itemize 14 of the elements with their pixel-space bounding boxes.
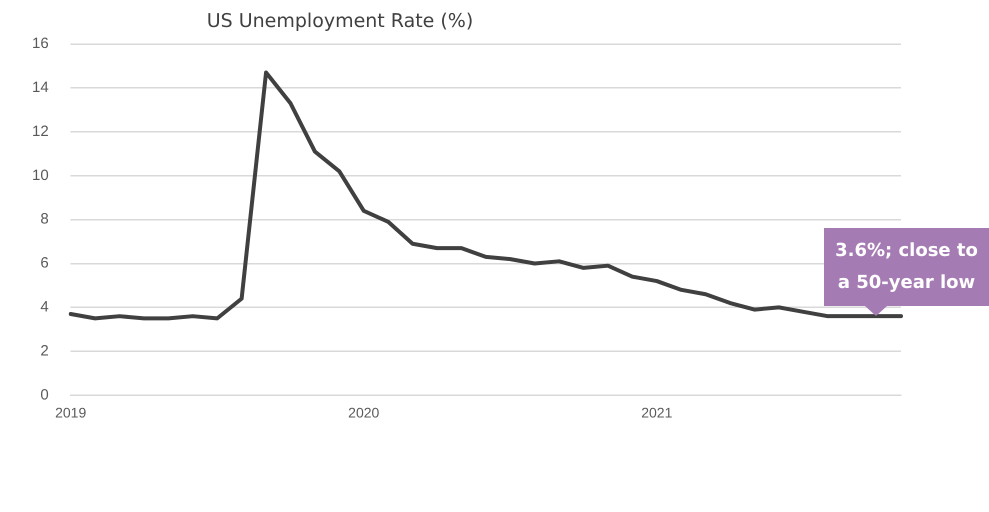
y-tick-label: 0 — [40, 386, 49, 404]
y-tick-label: 6 — [40, 254, 49, 272]
y-tick-label: 16 — [32, 35, 49, 52]
y-tick-label: 2 — [40, 342, 49, 360]
chart-title: US Unemployment Rate (%) — [206, 10, 474, 32]
annotation: 3.6%; close to a 50-year low — [824, 228, 989, 306]
x-tick-label: 2020 — [348, 404, 380, 420]
y-tick-label: 14 — [32, 79, 49, 96]
x-tick-label: 2019 — [55, 404, 86, 420]
y-tick-label: 10 — [32, 166, 49, 184]
y-tick-label: 8 — [40, 210, 49, 228]
y-tick-label: 12 — [32, 122, 49, 140]
y-tick-label: 4 — [40, 298, 49, 316]
x-tick-label: 2021 — [641, 404, 673, 420]
